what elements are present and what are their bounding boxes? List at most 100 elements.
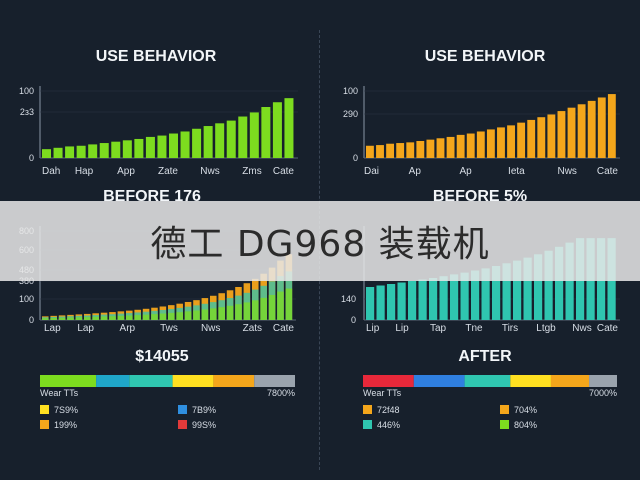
- y-tick-label: 0: [353, 153, 358, 163]
- summary-bar-segment: [129, 375, 173, 387]
- legend-label: 72f48: [377, 405, 400, 415]
- summary-bar-segment: [254, 375, 295, 387]
- bar: [235, 304, 242, 320]
- bar: [192, 128, 202, 158]
- legend-swatch: [363, 405, 372, 414]
- bar: [109, 316, 116, 320]
- y-tick-label: 2з3: [20, 107, 34, 117]
- bar: [492, 266, 501, 320]
- banner-title: 德工 DG968 装载机: [150, 224, 490, 265]
- legend-swatch: [363, 420, 372, 429]
- y-tick-label: 100: [19, 294, 34, 304]
- watermark-banner: 德工 DG968 装载机: [0, 201, 640, 281]
- bar: [92, 316, 99, 320]
- bar: [215, 123, 225, 158]
- bar: [527, 119, 536, 158]
- x-tick-label: Tne: [465, 323, 483, 334]
- bar: [426, 139, 435, 158]
- bar: [416, 141, 425, 158]
- bar: [261, 107, 271, 158]
- bar: [184, 311, 192, 320]
- legend-swatch: [178, 420, 187, 429]
- bar: [366, 145, 374, 158]
- bar: [418, 279, 427, 320]
- bar: [436, 138, 445, 158]
- summary-bar-segment: [589, 375, 617, 387]
- summary-bar-segment: [550, 375, 590, 387]
- y-tick-label: 0: [29, 315, 34, 325]
- bar: [100, 316, 108, 320]
- x-tick-label: Tap: [430, 323, 447, 334]
- bar: [226, 120, 236, 158]
- bar: [376, 145, 384, 158]
- x-tick-label: Lip: [395, 323, 409, 334]
- bar: [201, 309, 209, 320]
- x-tick-label: Ap: [459, 166, 472, 177]
- bar: [446, 136, 455, 158]
- x-tick-label: Lap: [77, 323, 94, 334]
- bar: [517, 122, 526, 158]
- legend-swatch: [40, 420, 49, 429]
- bar: [523, 257, 532, 320]
- bar: [159, 313, 167, 320]
- bar: [193, 310, 200, 320]
- x-tick-label: Cate: [273, 166, 295, 177]
- bar: [75, 317, 83, 320]
- bar: [84, 317, 91, 320]
- bar: [169, 133, 179, 158]
- chart-title: USE BEHAVIOR: [96, 48, 217, 65]
- y-tick-label: 100: [343, 86, 358, 96]
- x-tick-label: Tws: [160, 323, 178, 334]
- bar: [366, 287, 375, 320]
- summary-bar-segment: [172, 375, 214, 387]
- bar: [122, 140, 132, 158]
- legend-label: 704%: [514, 405, 537, 415]
- bar: [218, 307, 225, 320]
- bar: [513, 260, 522, 320]
- summary-title: AFTER: [458, 348, 512, 365]
- x-tick-label: Zms: [242, 166, 261, 177]
- bar: [243, 302, 251, 320]
- x-tick-label: Zats: [243, 323, 262, 334]
- bar: [486, 129, 495, 158]
- bar: [439, 276, 448, 320]
- summary-bar-segment: [40, 375, 97, 387]
- bar: [376, 285, 385, 320]
- bar: [476, 131, 485, 158]
- bar: [142, 314, 150, 320]
- x-tick-label: App: [117, 166, 135, 177]
- bar: [456, 134, 465, 158]
- y-tick-label: 0: [351, 315, 356, 325]
- x-tick-label: Nws: [557, 166, 576, 177]
- y-tick-label: 100: [19, 86, 34, 96]
- bar: [157, 135, 167, 158]
- bar: [145, 136, 155, 158]
- bar: [42, 318, 49, 320]
- y-tick-label: 290: [343, 109, 358, 119]
- bar: [502, 263, 511, 320]
- bar: [547, 114, 556, 158]
- bar: [134, 315, 141, 320]
- summary-bar-segment: [213, 375, 255, 387]
- summary-bar-segment: [413, 375, 465, 387]
- x-tick-label: Ieta: [508, 166, 525, 177]
- bar: [607, 94, 616, 158]
- legend-label: 99S%: [192, 420, 216, 430]
- bar: [397, 282, 406, 320]
- chart-title: BEFORE 5%: [433, 188, 527, 205]
- bar: [567, 107, 576, 158]
- bar: [507, 125, 515, 158]
- x-tick-label: Zate: [158, 166, 178, 177]
- bar: [50, 318, 57, 320]
- bar: [117, 315, 125, 320]
- x-tick-label: Nws: [201, 323, 220, 334]
- bar: [168, 312, 175, 320]
- legend-label: 199%: [54, 420, 77, 430]
- bar: [406, 142, 415, 158]
- summary-title: $14055: [135, 348, 188, 365]
- bar: [466, 133, 475, 158]
- summary-bar-segment: [464, 375, 511, 387]
- legend-swatch: [500, 420, 509, 429]
- legend-label: 7S9%: [54, 405, 78, 415]
